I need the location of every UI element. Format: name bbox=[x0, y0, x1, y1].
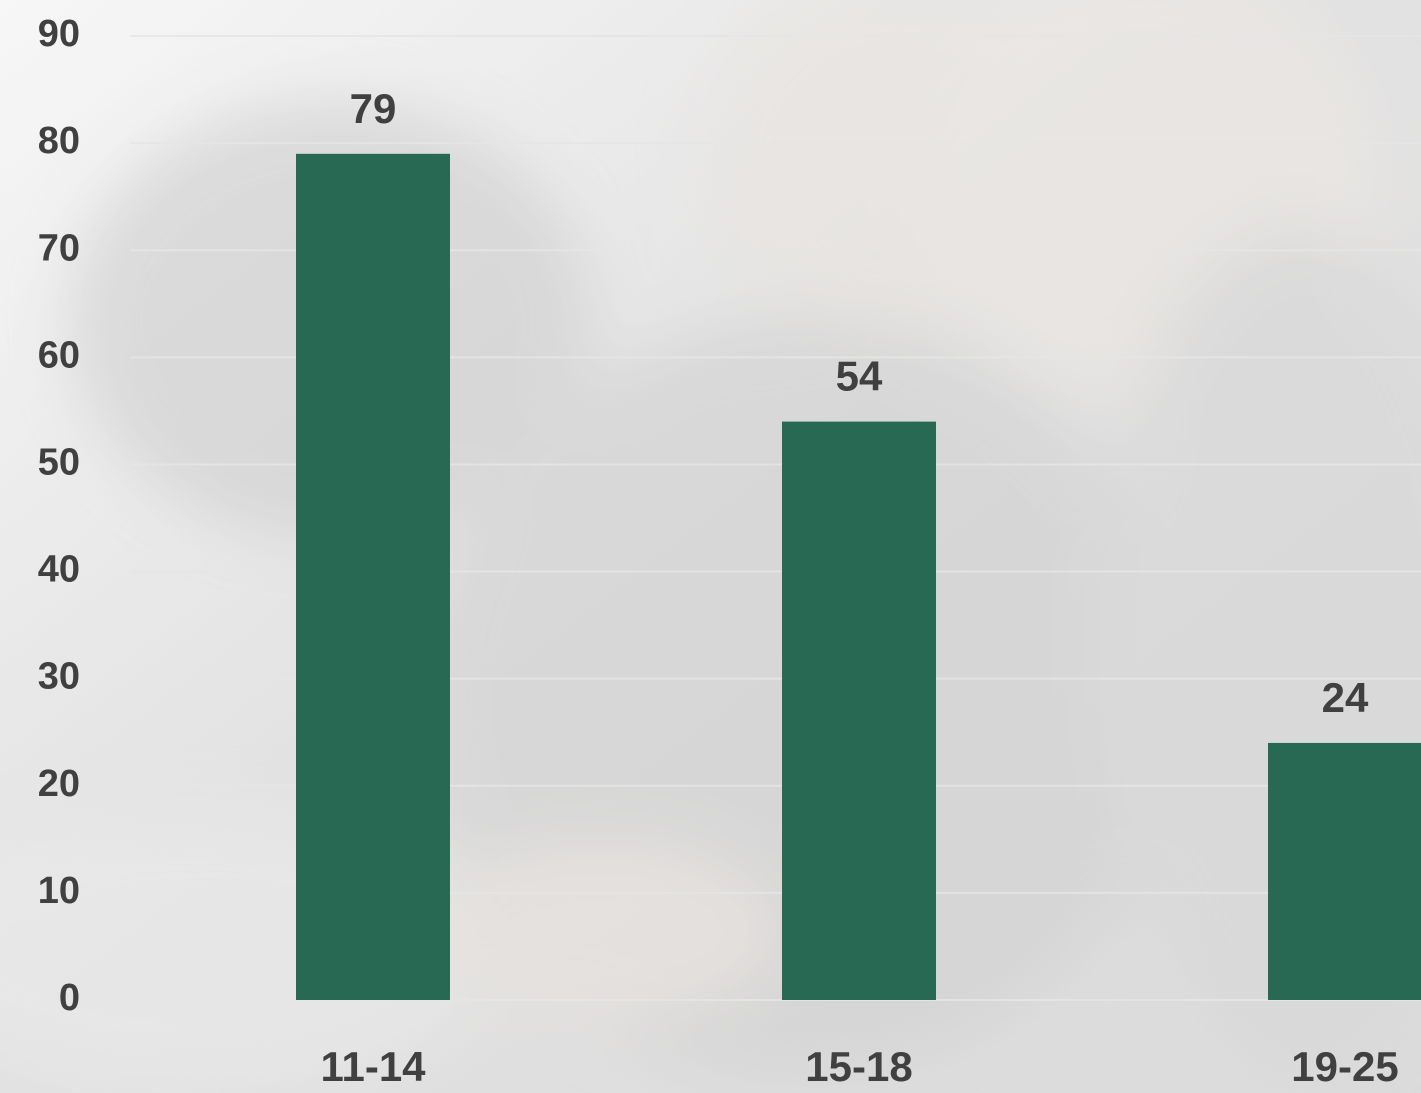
x-tick-label: 11-14 bbox=[320, 1043, 426, 1090]
y-tick-label: 60 bbox=[38, 334, 80, 376]
data-label: 54 bbox=[836, 353, 883, 400]
y-tick-label: 70 bbox=[38, 227, 80, 269]
bar bbox=[1268, 743, 1421, 1000]
bar bbox=[296, 154, 450, 1000]
y-tick-label: 0 bbox=[59, 977, 80, 1019]
y-tick-label: 80 bbox=[38, 120, 80, 162]
y-tick-label: 90 bbox=[38, 13, 80, 55]
data-label: 24 bbox=[1322, 674, 1369, 721]
bar bbox=[782, 422, 936, 1000]
x-tick-label: 15-18 bbox=[805, 1043, 912, 1090]
page: {"chart_data": {"type": "bar", "categori… bbox=[0, 0, 1421, 1093]
y-tick-label: 40 bbox=[38, 549, 80, 591]
y-tick-label: 50 bbox=[38, 441, 80, 483]
chart: 0 10 20 30 40 50 60 70 80 90 11-14 79 15-18 54 19-25 24 bbox=[0, 0, 1421, 1093]
background-photo bbox=[0, 0, 1421, 1093]
y-tick-label: 30 bbox=[38, 656, 80, 698]
x-tick-label: 19-25 bbox=[1291, 1043, 1398, 1090]
y-tick-label: 20 bbox=[38, 763, 80, 805]
data-label: 79 bbox=[350, 85, 397, 132]
y-tick-label: 10 bbox=[38, 870, 80, 912]
